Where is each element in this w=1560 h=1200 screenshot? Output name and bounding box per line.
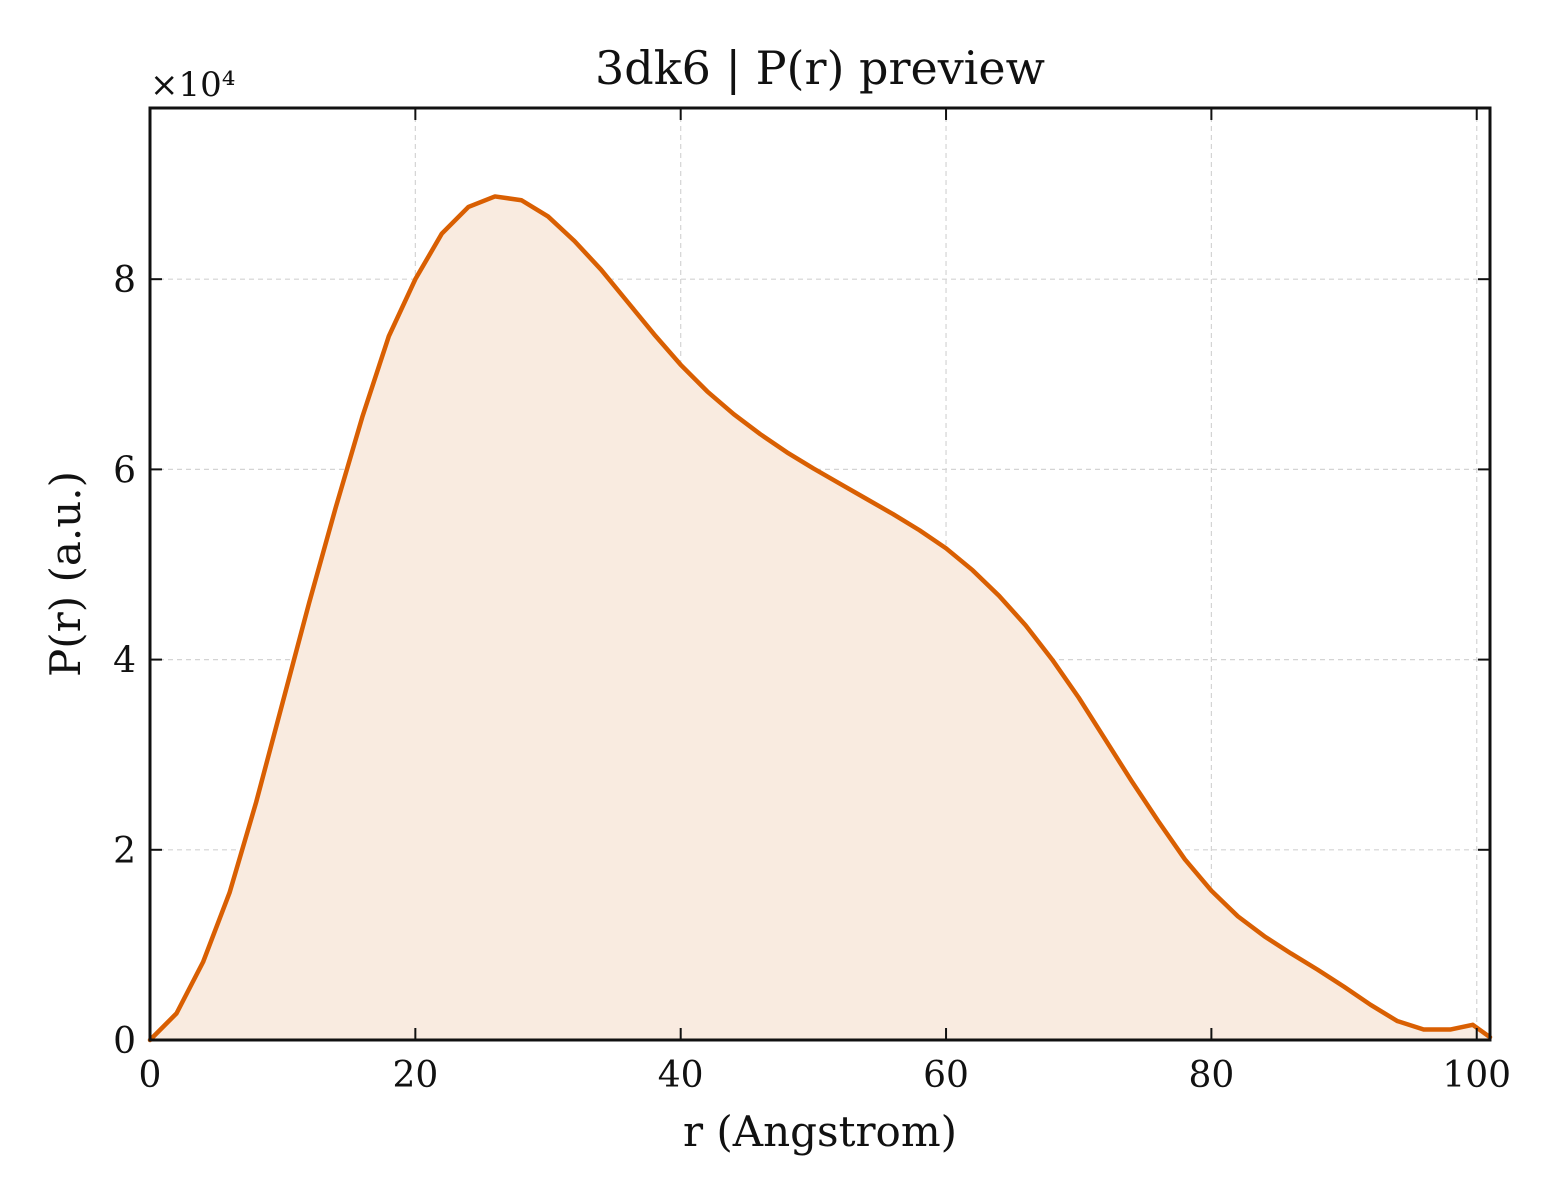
y-tick-label: 0 [113,1021,136,1062]
x-tick-label: 80 [1188,1055,1234,1096]
x-tick-label: 40 [658,1055,704,1096]
x-tick-label: 60 [923,1055,969,1096]
chart-title: 3dk6 | P(r) preview [595,41,1045,95]
y-tick-label: 8 [113,260,136,301]
y-tick-label: 2 [113,831,136,872]
pr-curve-line [147,194,1493,1043]
y-axis-multiplier: ×10⁴ [150,65,235,105]
y-axis-label: P(r) (a.u.) [41,471,90,677]
x-tick-label: 20 [392,1055,438,1096]
x-tick-label: 0 [139,1055,162,1096]
y-tick-label: 6 [113,450,136,491]
tick-layer: 0 20 40 60 80 100 0 2 4 6 8 [113,108,1511,1096]
x-tick-label: 100 [1442,1055,1511,1096]
plot-frame [148,106,1492,1042]
x-axis-label: r (Angstrom) [683,1107,957,1156]
pr-area-fill [150,196,1490,1040]
y-tick-label: 4 [113,641,136,682]
